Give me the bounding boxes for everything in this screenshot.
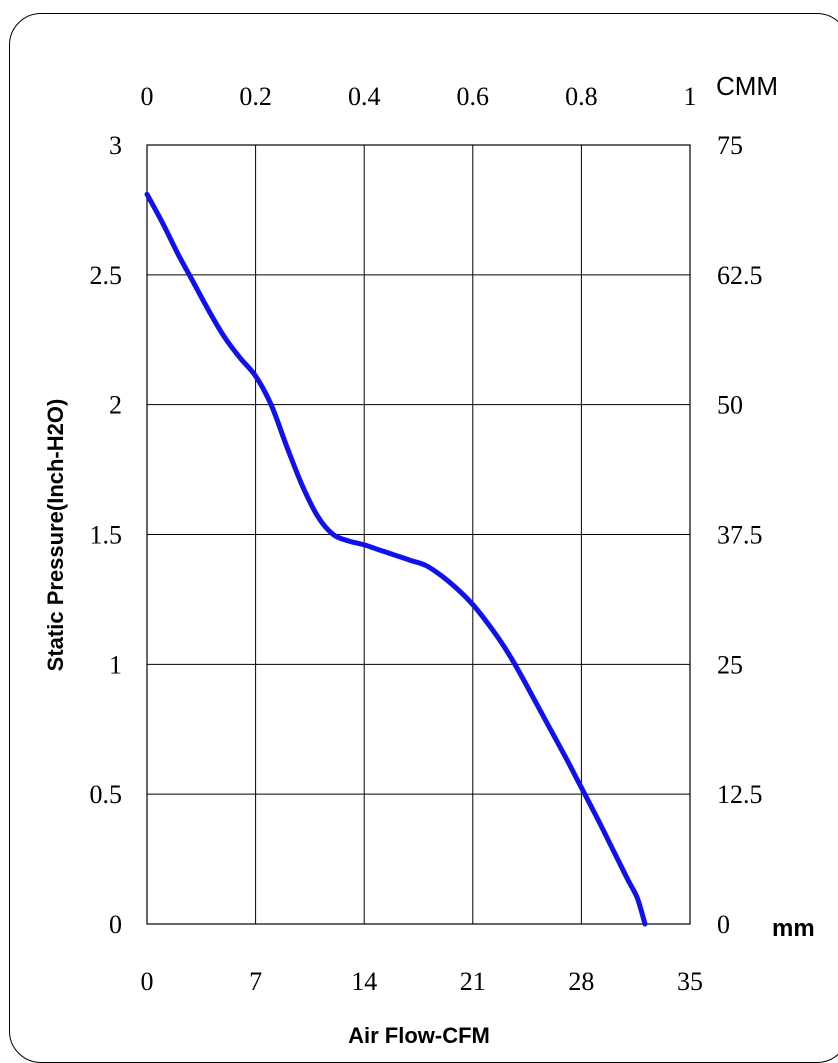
- y-tick-label: 1.5: [90, 521, 123, 550]
- tick-labels: 0 7 14 21 28 350 0.2 0.4 0.6 0.8 100.511.522.53012…: [90, 82, 763, 996]
- right-tick-label: 62.5: [717, 261, 763, 290]
- top-tick-label: 0.2: [239, 82, 272, 111]
- y-tick-label: 2.5: [90, 261, 123, 290]
- x-tick-label: 21: [460, 967, 486, 996]
- x-tick-label: 14: [351, 967, 377, 996]
- top-tick-label: 0: [141, 82, 154, 111]
- y-tick-label: 1: [109, 650, 122, 679]
- top-tick-label: 0.8: [565, 82, 598, 111]
- x-tick-label: 35: [677, 967, 703, 996]
- right-tick-label: 25: [717, 650, 743, 679]
- y-tick-label: 2: [109, 391, 122, 420]
- right-axis-unit-label: mm: [772, 915, 815, 942]
- x-tick-label: 0: [141, 967, 154, 996]
- right-tick-label: 37.5: [717, 521, 763, 550]
- x-tick-label: 28: [568, 967, 594, 996]
- series-line: [144, 191, 648, 927]
- y-tick-label: 3: [109, 131, 122, 160]
- top-axis-unit-label: CMM: [716, 71, 778, 101]
- plot-border: [146, 144, 691, 925]
- top-tick-label: 1: [684, 82, 697, 111]
- right-tick-label: 0: [717, 910, 730, 939]
- top-tick-label: 0.4: [348, 82, 381, 111]
- right-tick-label: 75: [717, 131, 743, 160]
- grid: [147, 145, 690, 924]
- y-axis-title: Static Pressure(Inch-H2O): [43, 399, 68, 672]
- y-tick-label: 0.5: [90, 780, 123, 809]
- x-axis-title: Air Flow-CFM: [348, 1023, 490, 1048]
- y-tick-label: 0: [109, 910, 122, 939]
- x-tick-label: 7: [249, 967, 262, 996]
- right-tick-label: 12.5: [717, 780, 763, 809]
- right-tick-label: 50: [717, 391, 743, 420]
- top-tick-label: 0.6: [457, 82, 490, 111]
